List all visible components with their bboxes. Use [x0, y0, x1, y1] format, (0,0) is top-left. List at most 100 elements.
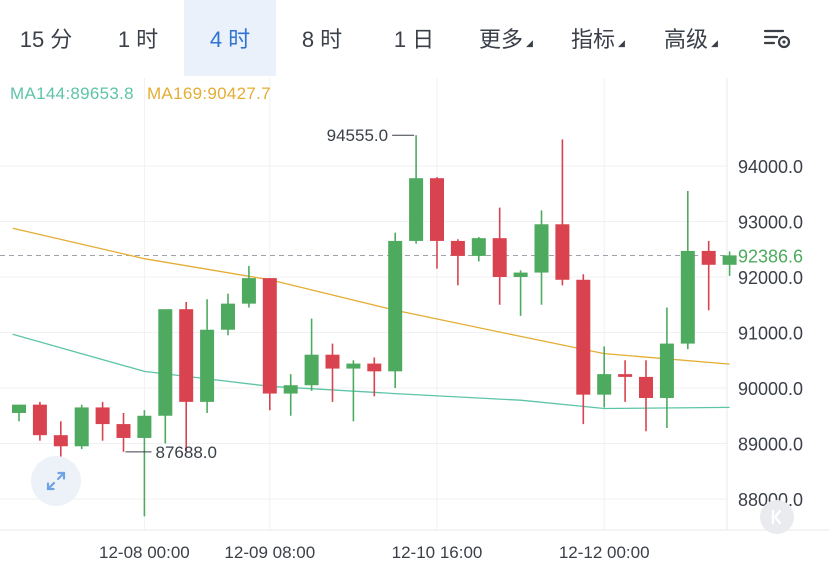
y-tick-label: 92000.0 [738, 268, 803, 288]
candle-body [158, 309, 173, 416]
x-tick-label: 12-12 00:00 [559, 543, 650, 562]
x-tick-label: 12-09 08:00 [224, 543, 315, 562]
tab-label: 8 时 [301, 27, 343, 52]
ma169-label: MA169:90427.7 [146, 84, 271, 103]
candle-body [450, 240, 465, 256]
tab-2[interactable]: 4 时 [184, 0, 276, 76]
candle [367, 357, 382, 397]
dropdown-triangle-icon: ◢ [526, 37, 533, 48]
candle [179, 301, 194, 452]
candle-body [576, 279, 591, 395]
candle [639, 360, 653, 432]
candle-body [534, 224, 549, 273]
candle [53, 421, 68, 461]
current-price-label: 92386.6 [738, 247, 803, 267]
candle [597, 346, 612, 408]
candle-body [221, 303, 235, 330]
candle-body [95, 407, 110, 425]
candle [262, 278, 277, 411]
candle [158, 309, 173, 444]
tab-4[interactable]: 1 日 [368, 0, 460, 76]
ma144-line [12, 333, 730, 410]
double-chevron-left-icon [771, 509, 782, 525]
candle-body [74, 407, 89, 447]
candle-body [597, 374, 612, 395]
candle [576, 274, 591, 425]
candle [221, 293, 235, 336]
y-tick-label: 90000.0 [738, 379, 803, 399]
candle-body [346, 363, 361, 369]
candle-body [701, 250, 716, 265]
tab-label: 1 日 [393, 27, 435, 52]
tab-3[interactable]: 8 时 [276, 0, 368, 76]
x-tick-label: 12-10 16:00 [392, 543, 483, 562]
candle [513, 270, 528, 316]
candle-body [367, 363, 382, 372]
candle-body [388, 240, 403, 372]
tab-label: 高级 [664, 27, 709, 52]
candle [680, 190, 695, 350]
candle-body [722, 255, 737, 265]
dropdown-triangle-icon: ◢ [618, 37, 625, 48]
candle [116, 412, 131, 452]
expand-arrows-icon [46, 471, 66, 491]
candle-body [241, 278, 256, 304]
candle-body [513, 272, 528, 277]
candle [388, 232, 403, 388]
tab-1[interactable]: 1 时 [92, 0, 184, 76]
tab-5[interactable]: 更多 ◢ [460, 0, 552, 76]
candle-body [32, 404, 47, 436]
ma-legend: MA144:89653.8 MA169:90427.7 [10, 84, 271, 104]
candle-body [680, 250, 695, 344]
chart-settings-icon [763, 29, 791, 49]
candle-body [639, 376, 653, 398]
expand-button[interactable] [31, 456, 81, 506]
ma169-line [12, 227, 730, 365]
candle-body [409, 178, 424, 241]
candle [200, 299, 215, 413]
tab-label: 指标 [571, 27, 616, 52]
candle [722, 251, 737, 276]
candle [659, 307, 674, 428]
candle [325, 343, 340, 402]
candle [701, 240, 716, 311]
x-tick-label: 12-08 00:00 [99, 543, 190, 562]
tab-6[interactable]: 指标 ◢ [552, 0, 644, 76]
scroll-to-latest-button[interactable] [760, 500, 794, 534]
tab-label: 4 时 [209, 27, 251, 52]
candle-body [325, 354, 340, 369]
candle [95, 401, 110, 441]
candle-body [137, 415, 152, 438]
candle [618, 360, 633, 402]
candle-body [179, 309, 194, 402]
candle-body [283, 385, 298, 394]
max-price-label: 94555.0 [327, 126, 388, 145]
candle [346, 360, 361, 422]
candle [241, 265, 256, 308]
candle [283, 374, 298, 416]
candle [471, 237, 486, 262]
tab-0[interactable]: 15 分 [0, 0, 92, 76]
candle-body [116, 424, 131, 438]
tab-7[interactable]: 高级 ◢ [644, 0, 738, 76]
y-tick-label: 89000.0 [738, 435, 803, 455]
candle [32, 401, 47, 441]
current-price-tag [728, 243, 829, 268]
candle-body [471, 238, 486, 256]
chart-settings-button[interactable] [738, 0, 818, 76]
candle-body [262, 278, 277, 394]
candle [492, 207, 507, 305]
candle [534, 210, 549, 305]
candle-body [618, 374, 633, 377]
candle-body [53, 435, 68, 447]
candle-body [659, 343, 674, 398]
min-price-label: 87688.0 [156, 443, 217, 462]
candle [304, 318, 319, 391]
candle-body [555, 224, 570, 280]
candle [409, 135, 424, 244]
tab-label: 1 时 [117, 27, 159, 52]
candle [430, 177, 444, 269]
ma144-label: MA144:89653.8 [10, 84, 134, 103]
